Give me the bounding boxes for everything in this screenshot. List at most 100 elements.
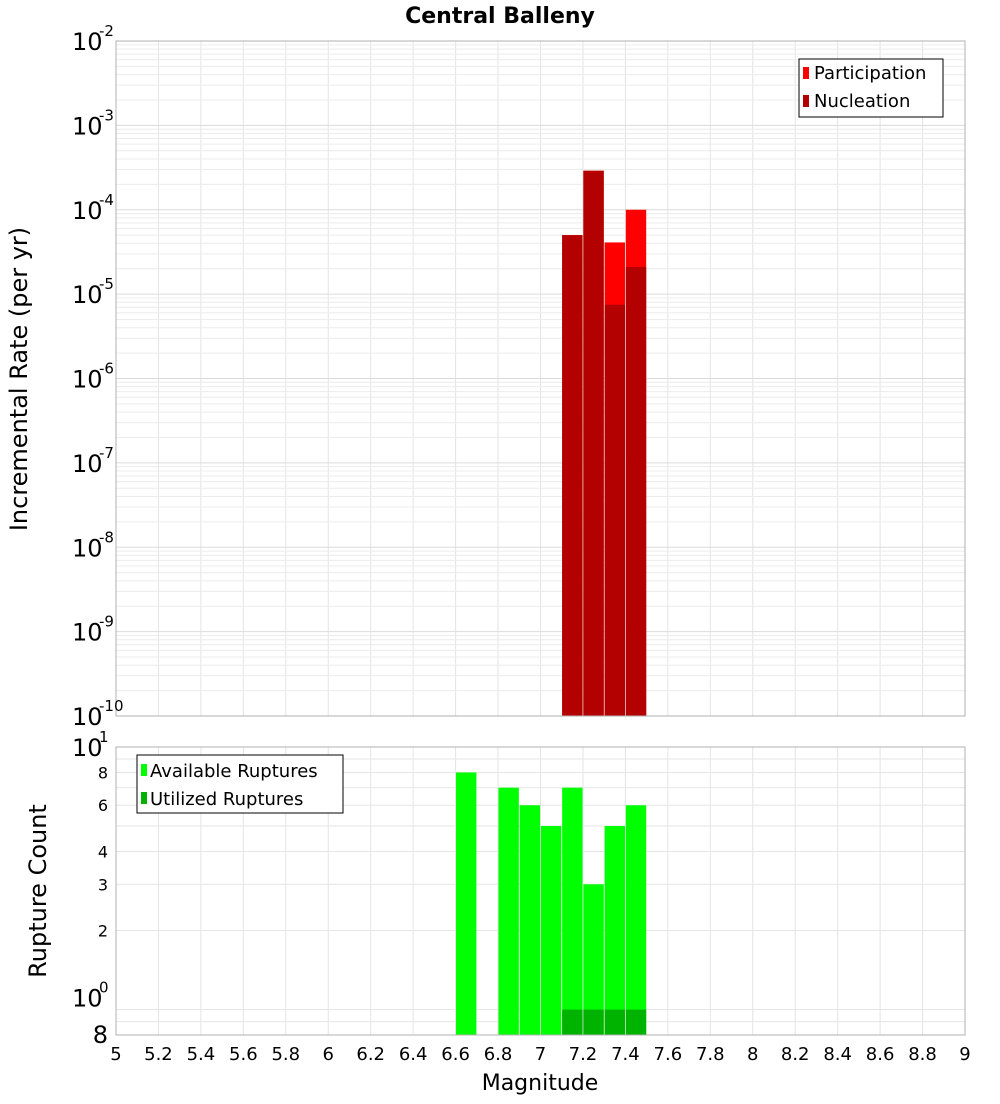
- rate-legend-label: Nucleation: [814, 91, 910, 112]
- rate-legend-swatch: [803, 95, 809, 107]
- available-ruptures-bar: [625, 805, 647, 1035]
- count-legend-swatch: [141, 792, 147, 804]
- available-ruptures-bar: [540, 826, 562, 1035]
- count-y-tick-exponent: 1: [99, 728, 109, 746]
- x-tick-label: 8.8: [908, 1044, 937, 1065]
- rate-y-tick-base: 10: [72, 366, 103, 394]
- x-tick-label: 8.4: [823, 1044, 852, 1065]
- count-bars: [456, 772, 647, 1035]
- count-legend: Available Ruptures Utilized Ruptures: [136, 754, 344, 814]
- count-y-tick-label: 101: [72, 728, 109, 762]
- rate-y-tick-label: 10-5: [72, 275, 114, 309]
- rate-y-axis-label: Incremental Rate (per yr): [5, 227, 33, 531]
- rate-y-tick-label: 10-3: [72, 106, 114, 140]
- available-ruptures-bar: [498, 787, 519, 1035]
- count-y-tick-label: 8: [93, 1021, 108, 1049]
- rate-legend: Participation Nucleation: [798, 58, 944, 118]
- rate-y-tick-exponent: -8: [99, 528, 114, 546]
- rate-bars: [562, 170, 647, 716]
- count-legend-box: [136, 754, 344, 814]
- count-legend-label: Available Ruptures: [150, 761, 318, 782]
- rate-y-tick-base: 10: [72, 450, 103, 478]
- nucleation-bar: [625, 266, 647, 716]
- x-axis-label: Magnitude: [482, 1071, 599, 1096]
- rate-y-tick-exponent: -2: [99, 22, 114, 40]
- rate-plot-frame: [115, 40, 966, 717]
- x-tick-label: 7: [535, 1044, 546, 1065]
- nucleation-bar: [583, 170, 604, 716]
- available-ruptures-bar: [562, 787, 583, 1035]
- rate-y-tick-exponent: -7: [99, 444, 114, 462]
- count-y-tick-text: 8: [93, 1021, 108, 1049]
- x-tick-label: 9: [959, 1044, 970, 1065]
- x-tick-label: 5.2: [144, 1044, 173, 1065]
- rate-y-tick-label: 10-6: [72, 360, 114, 394]
- rate-y-tick-exponent: -9: [99, 613, 114, 631]
- rate-y-tick-label: 10-2: [72, 22, 114, 56]
- utilized-ruptures-bar: [625, 1009, 647, 1035]
- count-y-minor-tick-label: 3: [98, 875, 108, 894]
- x-tick-label: 5.4: [187, 1044, 216, 1065]
- rate-y-tick-exponent: -3: [99, 106, 114, 124]
- utilized-ruptures-bar: [562, 1009, 583, 1035]
- rate-y-tick-base: 10: [72, 281, 103, 309]
- utilized-ruptures-bar: [604, 1009, 625, 1035]
- x-tick-label: 6: [323, 1044, 334, 1065]
- rate-y-tick-label: 10-8: [72, 528, 114, 562]
- rate-y-tick-base: 10: [72, 112, 103, 140]
- rate-y-tick-exponent: -6: [99, 360, 114, 378]
- x-tick-label: 7.6: [654, 1044, 683, 1065]
- x-tick-label: 8.6: [866, 1044, 895, 1065]
- x-tick-label: 5: [110, 1044, 121, 1065]
- rate-legend-label: Participation: [814, 63, 926, 84]
- count-legend-label: Utilized Ruptures: [150, 789, 303, 810]
- x-tick-label: 6.8: [484, 1044, 513, 1065]
- utilized-ruptures-bar: [583, 1009, 604, 1035]
- chart-title: Central Balleny: [405, 4, 595, 29]
- count-gridlines: [115, 747, 966, 1036]
- count-y-tick-base: 10: [72, 985, 103, 1013]
- available-ruptures-bar: [519, 805, 541, 1035]
- x-tick-label: 7.4: [611, 1044, 640, 1065]
- rate-y-tick-base: 10: [72, 534, 103, 562]
- rate-y-tick-label: 10-9: [72, 613, 114, 647]
- rate-legend-swatch: [803, 67, 809, 79]
- rate-y-tick-exponent: -5: [99, 275, 114, 293]
- x-tick-label: 5.8: [271, 1044, 300, 1065]
- x-tick-label: 6.6: [441, 1044, 470, 1065]
- rate-y-tick-base: 10: [72, 703, 103, 731]
- rate-y-tick-base: 10: [72, 197, 103, 225]
- rate-legend-box: [798, 58, 944, 118]
- rate-y-tick-exponent: -4: [99, 191, 114, 209]
- rate-y-tick-label: 10-4: [72, 191, 114, 225]
- x-tick-label: 7.2: [569, 1044, 598, 1065]
- count-y-minor-tick-label: 4: [98, 842, 108, 861]
- rate-y-tick-label: 10-7: [72, 444, 114, 478]
- count-y-axis-label: Rupture Count: [24, 804, 52, 978]
- x-tick-label: 8.2: [781, 1044, 810, 1065]
- nucleation-bar: [604, 304, 625, 716]
- count-y-tick-base: 10: [72, 734, 103, 762]
- available-ruptures-bar: [604, 826, 625, 1035]
- rate-y-tick-label: 10-10: [72, 697, 124, 731]
- x-tick-label: 6.2: [356, 1044, 385, 1065]
- nucleation-bar: [562, 235, 583, 716]
- x-tick-label: 5.6: [229, 1044, 258, 1065]
- count-legend-swatch: [141, 764, 147, 776]
- x-tick-label: 8: [747, 1044, 758, 1065]
- count-y-tick-label: 100: [72, 979, 109, 1013]
- x-tick-label: 6.4: [399, 1044, 428, 1065]
- count-y-minor-tick-label: 6: [98, 796, 108, 815]
- count-y-minor-tick-label: 2: [98, 922, 108, 941]
- count-y-minor-tick-label: 8: [98, 763, 108, 782]
- rate-gridlines: [115, 41, 966, 717]
- rate-y-tick-exponent: -10: [99, 697, 124, 715]
- x-tick-label: 7.8: [696, 1044, 725, 1065]
- available-ruptures-bar: [583, 884, 604, 1035]
